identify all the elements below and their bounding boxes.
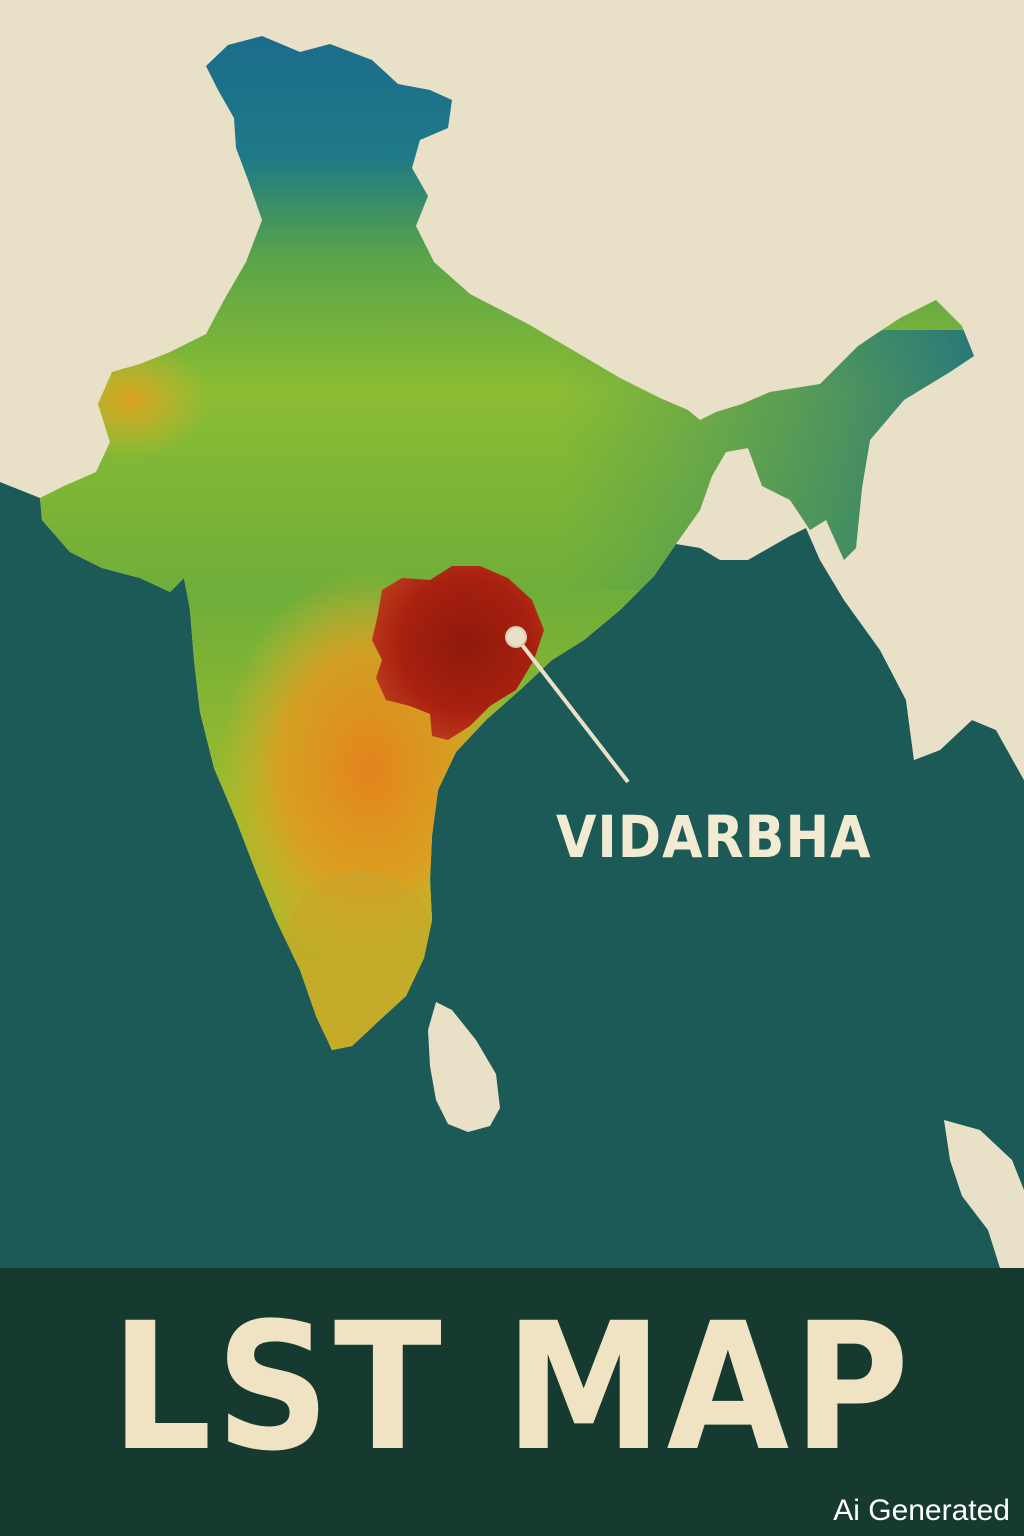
map-title: LST MAP [110, 1285, 914, 1490]
eastern-landmass [806, 500, 1024, 780]
callout-pin [505, 626, 527, 648]
sri-lanka [428, 1002, 500, 1132]
callout-leader-line [514, 635, 630, 784]
vidarbha-region [372, 566, 544, 740]
region-callout-label: VIDARBHA [556, 803, 872, 871]
ai-generated-watermark: Ai Generated [833, 1494, 1010, 1527]
malay-peninsula-tip [944, 1120, 1024, 1268]
title-band [0, 1268, 1024, 1536]
sea [0, 482, 1024, 1268]
